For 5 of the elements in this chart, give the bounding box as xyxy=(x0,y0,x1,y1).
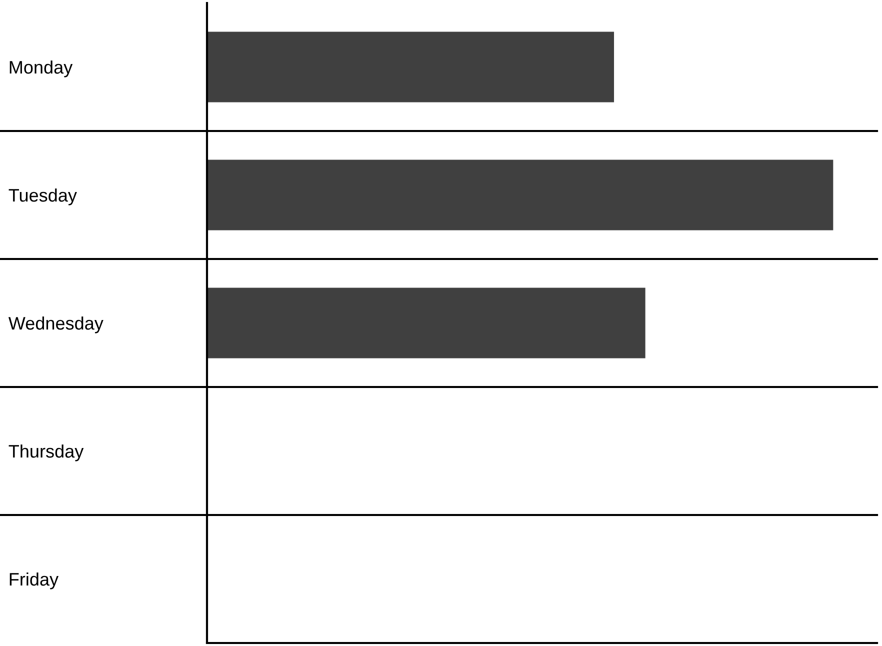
y-tick-label: Monday xyxy=(10,60,73,78)
y-tick-label: Tuesday xyxy=(8,188,77,206)
y-tick-label: Wednesday xyxy=(8,316,104,334)
y-tick-label: Thursday xyxy=(8,444,84,462)
y-tick-label: Friday xyxy=(10,572,59,590)
